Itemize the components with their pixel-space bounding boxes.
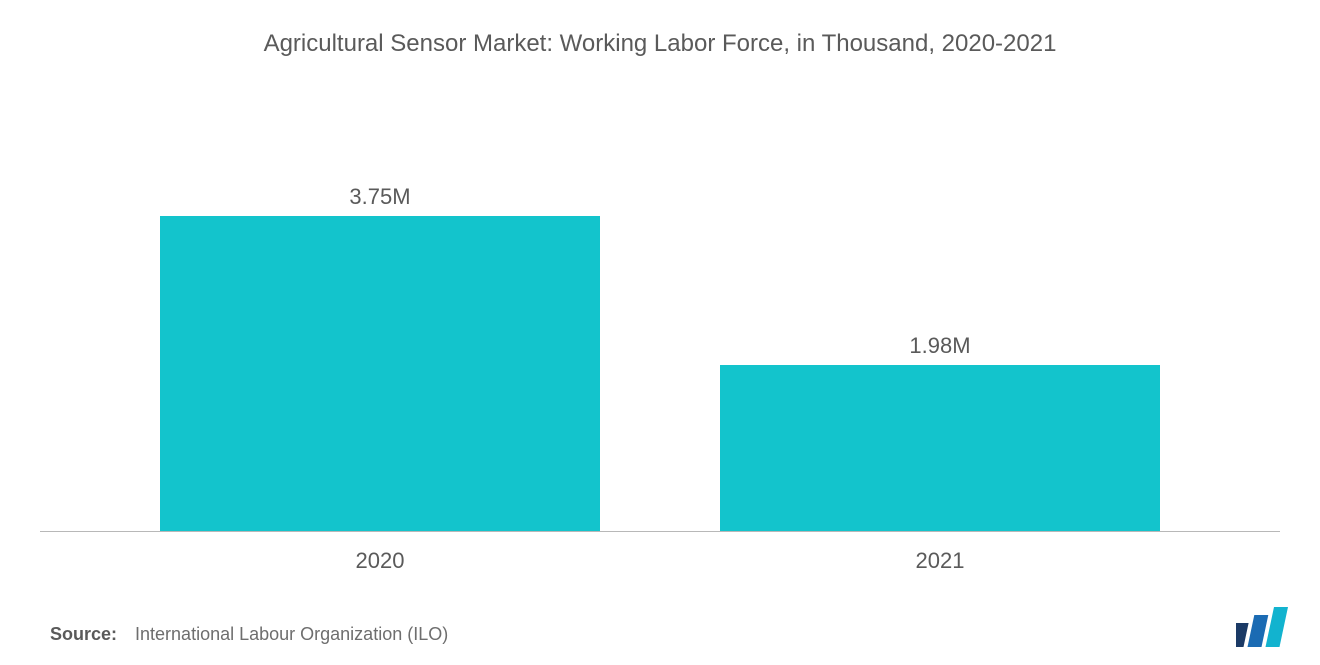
- bar-column-1: 1.98M: [660, 68, 1220, 531]
- brand-logo-icon: [1236, 607, 1292, 647]
- bar-value-label-0: 3.75M: [349, 184, 410, 210]
- chart-container: Agricultural Sensor Market: Working Labo…: [0, 0, 1320, 665]
- bar-value-label-1: 1.98M: [909, 333, 970, 359]
- source-text: International Labour Organization (ILO): [135, 624, 448, 645]
- chart-title: Agricultural Sensor Market: Working Labo…: [40, 30, 1280, 58]
- x-label-1: 2021: [660, 540, 1220, 574]
- source-label: Source:: [50, 624, 117, 645]
- bar-1: [720, 365, 1160, 531]
- bar-0: [160, 216, 600, 531]
- bar-column-0: 3.75M: [100, 68, 660, 531]
- source-row: Source: International Labour Organizatio…: [40, 624, 1280, 645]
- x-label-0: 2020: [100, 540, 660, 574]
- x-axis-labels: 2020 2021: [40, 540, 1280, 574]
- plot-area: 3.75M 1.98M: [40, 68, 1280, 532]
